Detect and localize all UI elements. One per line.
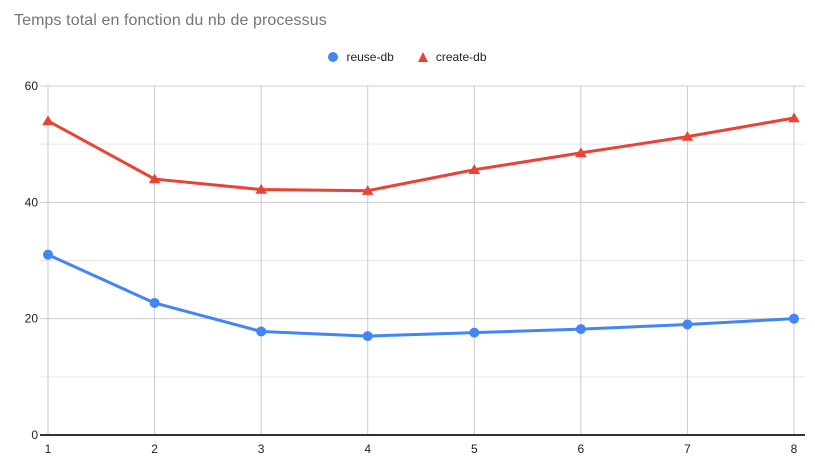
data-point-create-db <box>468 164 481 174</box>
x-tick-label: 6 <box>578 442 585 456</box>
data-point-reuse-db <box>149 297 160 308</box>
data-point-create-db <box>575 147 587 158</box>
x-tick-label: 5 <box>471 442 478 456</box>
x-tick-label: 2 <box>151 442 158 456</box>
y-tick-label: 40 <box>25 195 39 209</box>
data-point-create-db <box>788 112 800 123</box>
series-line-reuse-db <box>46 253 796 338</box>
y-tick-label: 0 <box>31 428 38 442</box>
x-tick-label: 8 <box>791 442 798 456</box>
data-point-reuse-db <box>362 331 373 342</box>
y-tick-label: 20 <box>25 312 39 326</box>
data-point-create-db <box>42 115 54 126</box>
data-point-create-db <box>255 184 267 194</box>
data-point-create-db <box>681 131 694 141</box>
y-tick-label: 60 <box>25 79 39 93</box>
series-line-create-db <box>46 116 796 193</box>
data-point-reuse-db <box>43 249 53 260</box>
x-tick-label: 7 <box>684 442 691 456</box>
data-point-reuse-db <box>256 326 267 337</box>
data-point-reuse-db <box>469 327 480 338</box>
x-tick-label: 1 <box>45 442 52 456</box>
data-point-reuse-db <box>575 324 586 335</box>
data-point-create-db <box>361 185 374 195</box>
data-point-reuse-db <box>682 319 693 330</box>
chart-title: Temps total en fonction du nb de process… <box>14 12 327 29</box>
data-point-create-db <box>148 173 161 184</box>
x-tick-label: 4 <box>364 442 371 456</box>
x-tick-label: 3 <box>258 442 265 456</box>
data-point-reuse-db <box>789 313 799 324</box>
